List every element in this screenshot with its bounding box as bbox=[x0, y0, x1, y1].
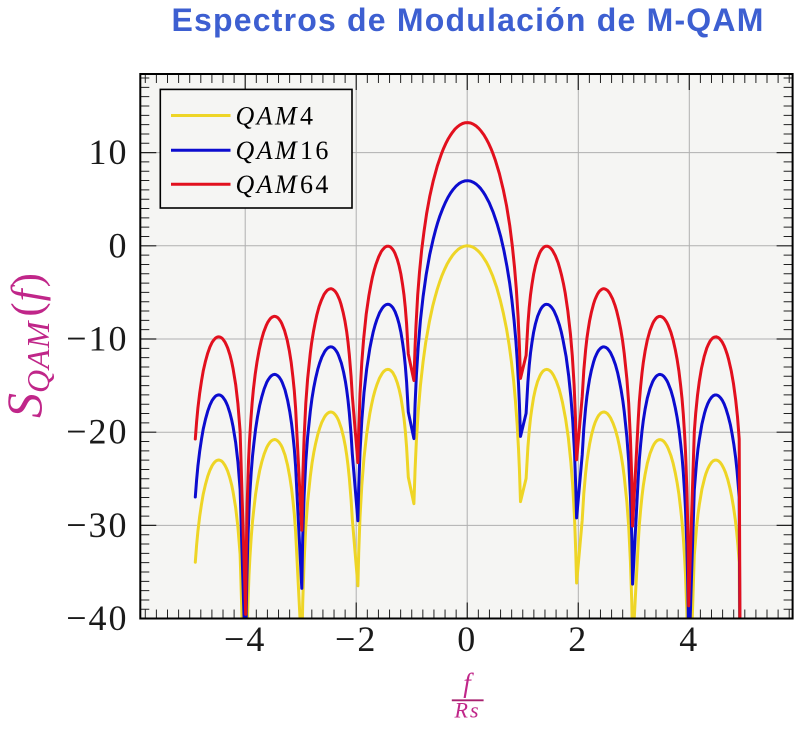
svg-text:QAM16: QAM16 bbox=[236, 136, 331, 165]
svg-text:−2: −2 bbox=[335, 619, 377, 659]
svg-text:QAM64: QAM64 bbox=[236, 170, 331, 199]
svg-text:4: 4 bbox=[679, 619, 699, 659]
svg-text:f: f bbox=[463, 668, 474, 698]
svg-text:QAM4: QAM4 bbox=[236, 101, 316, 130]
svg-text:−10: −10 bbox=[66, 319, 128, 359]
svg-text:−30: −30 bbox=[66, 505, 128, 545]
svg-text:−40: −40 bbox=[66, 598, 128, 638]
svg-text:Rs: Rs bbox=[454, 698, 481, 723]
svg-text:−4: −4 bbox=[224, 619, 266, 659]
svg-text:0: 0 bbox=[457, 619, 477, 659]
svg-text:10: 10 bbox=[89, 132, 129, 172]
svg-text:Espectros de Modulación de M-Q: Espectros de Modulación de M-QAM bbox=[171, 2, 764, 38]
svg-text:−20: −20 bbox=[66, 412, 128, 452]
svg-text:0: 0 bbox=[109, 225, 129, 265]
svg-text:2: 2 bbox=[568, 619, 588, 659]
